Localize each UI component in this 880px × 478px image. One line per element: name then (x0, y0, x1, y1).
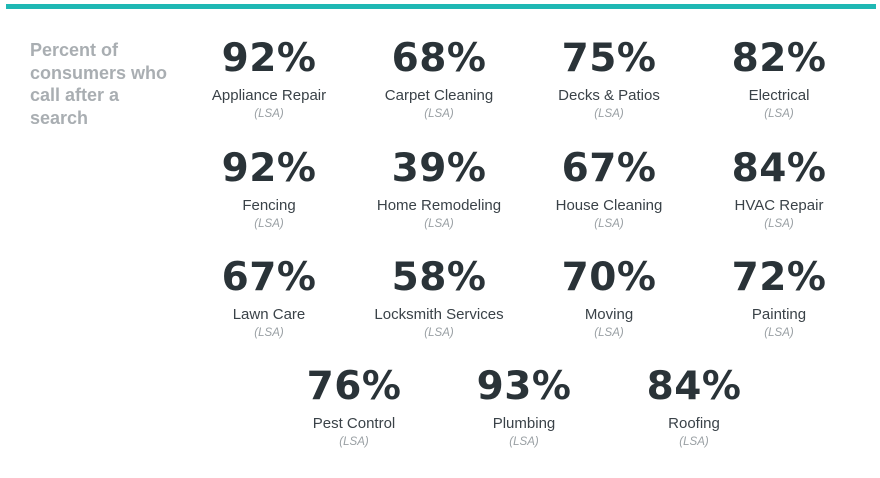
stat-note: (LSA) (764, 108, 794, 120)
stat-item: 92% Fencing (LSA) (184, 147, 354, 232)
section-heading: Percent of consumers who call after a se… (30, 40, 168, 128)
stat-item: 58% Locksmith Services (LSA) (354, 256, 524, 341)
stat-item: 70% Moving (LSA) (524, 256, 694, 341)
stat-label: House Cleaning (555, 197, 663, 214)
stat-item: 68% Carpet Cleaning (LSA) (354, 37, 524, 122)
stat-percent: 92% (221, 36, 317, 81)
stat-percent: 39% (391, 146, 487, 191)
stat-label: Carpet Cleaning (384, 87, 494, 104)
stat-label: Plumbing (492, 415, 556, 432)
stat-label: Pest Control (312, 415, 396, 432)
stat-item: 76% Pest Control (LSA) (269, 365, 439, 450)
stat-label: Appliance Repair (211, 87, 327, 104)
stat-note: (LSA) (339, 436, 369, 448)
stat-label: Decks & Patios (558, 87, 660, 104)
stat-percent: 84% (646, 364, 742, 409)
stat-note: (LSA) (509, 436, 539, 448)
stat-percent: 75% (561, 36, 657, 81)
stat-item: 67% House Cleaning (LSA) (524, 147, 694, 232)
stat-item: 75% Decks & Patios (LSA) (524, 37, 694, 122)
stat-percent: 82% (731, 36, 827, 81)
stat-note: (LSA) (594, 218, 624, 230)
stat-label: Painting (751, 306, 807, 323)
stat-percent: 67% (561, 146, 657, 191)
stat-item: 93% Plumbing (LSA) (439, 365, 609, 450)
accent-bar (6, 4, 876, 9)
stat-note: (LSA) (594, 327, 624, 339)
stat-note: (LSA) (679, 436, 709, 448)
stat-label: Lawn Care (232, 306, 306, 323)
stat-note: (LSA) (424, 108, 454, 120)
stat-label: Fencing (242, 197, 296, 214)
stat-note: (LSA) (424, 218, 454, 230)
stat-label: Moving (584, 306, 634, 323)
stat-note: (LSA) (764, 327, 794, 339)
stat-label: Electrical (748, 87, 810, 104)
stat-item: 39% Home Remodeling (LSA) (354, 147, 524, 232)
stat-percent: 72% (731, 255, 827, 300)
stat-note: (LSA) (424, 327, 454, 339)
stat-note: (LSA) (594, 108, 624, 120)
stat-label: Home Remodeling (376, 197, 502, 214)
stat-item: 84% HVAC Repair (LSA) (694, 147, 864, 232)
stat-item: 92% Appliance Repair (LSA) (184, 37, 354, 122)
stat-label: Locksmith Services (374, 306, 504, 323)
stat-percent: 84% (731, 146, 827, 191)
stat-note: (LSA) (764, 218, 794, 230)
stat-item: 67% Lawn Care (LSA) (184, 256, 354, 341)
stat-percent: 92% (221, 146, 317, 191)
stat-note: (LSA) (254, 327, 284, 339)
stat-percent: 68% (391, 36, 487, 81)
stat-note: (LSA) (254, 218, 284, 230)
stat-percent: 76% (306, 364, 402, 409)
stat-percent: 67% (221, 255, 317, 300)
stat-percent: 70% (561, 255, 657, 300)
stat-percent: 93% (476, 364, 572, 409)
stat-label: Roofing (668, 415, 720, 432)
stat-item: 82% Electrical (LSA) (694, 37, 864, 122)
stat-item: 84% Roofing (LSA) (609, 365, 779, 450)
stat-item: 72% Painting (LSA) (694, 256, 864, 341)
stat-percent: 58% (391, 255, 487, 300)
stat-note: (LSA) (254, 108, 284, 120)
stat-label: HVAC Repair (734, 197, 824, 214)
